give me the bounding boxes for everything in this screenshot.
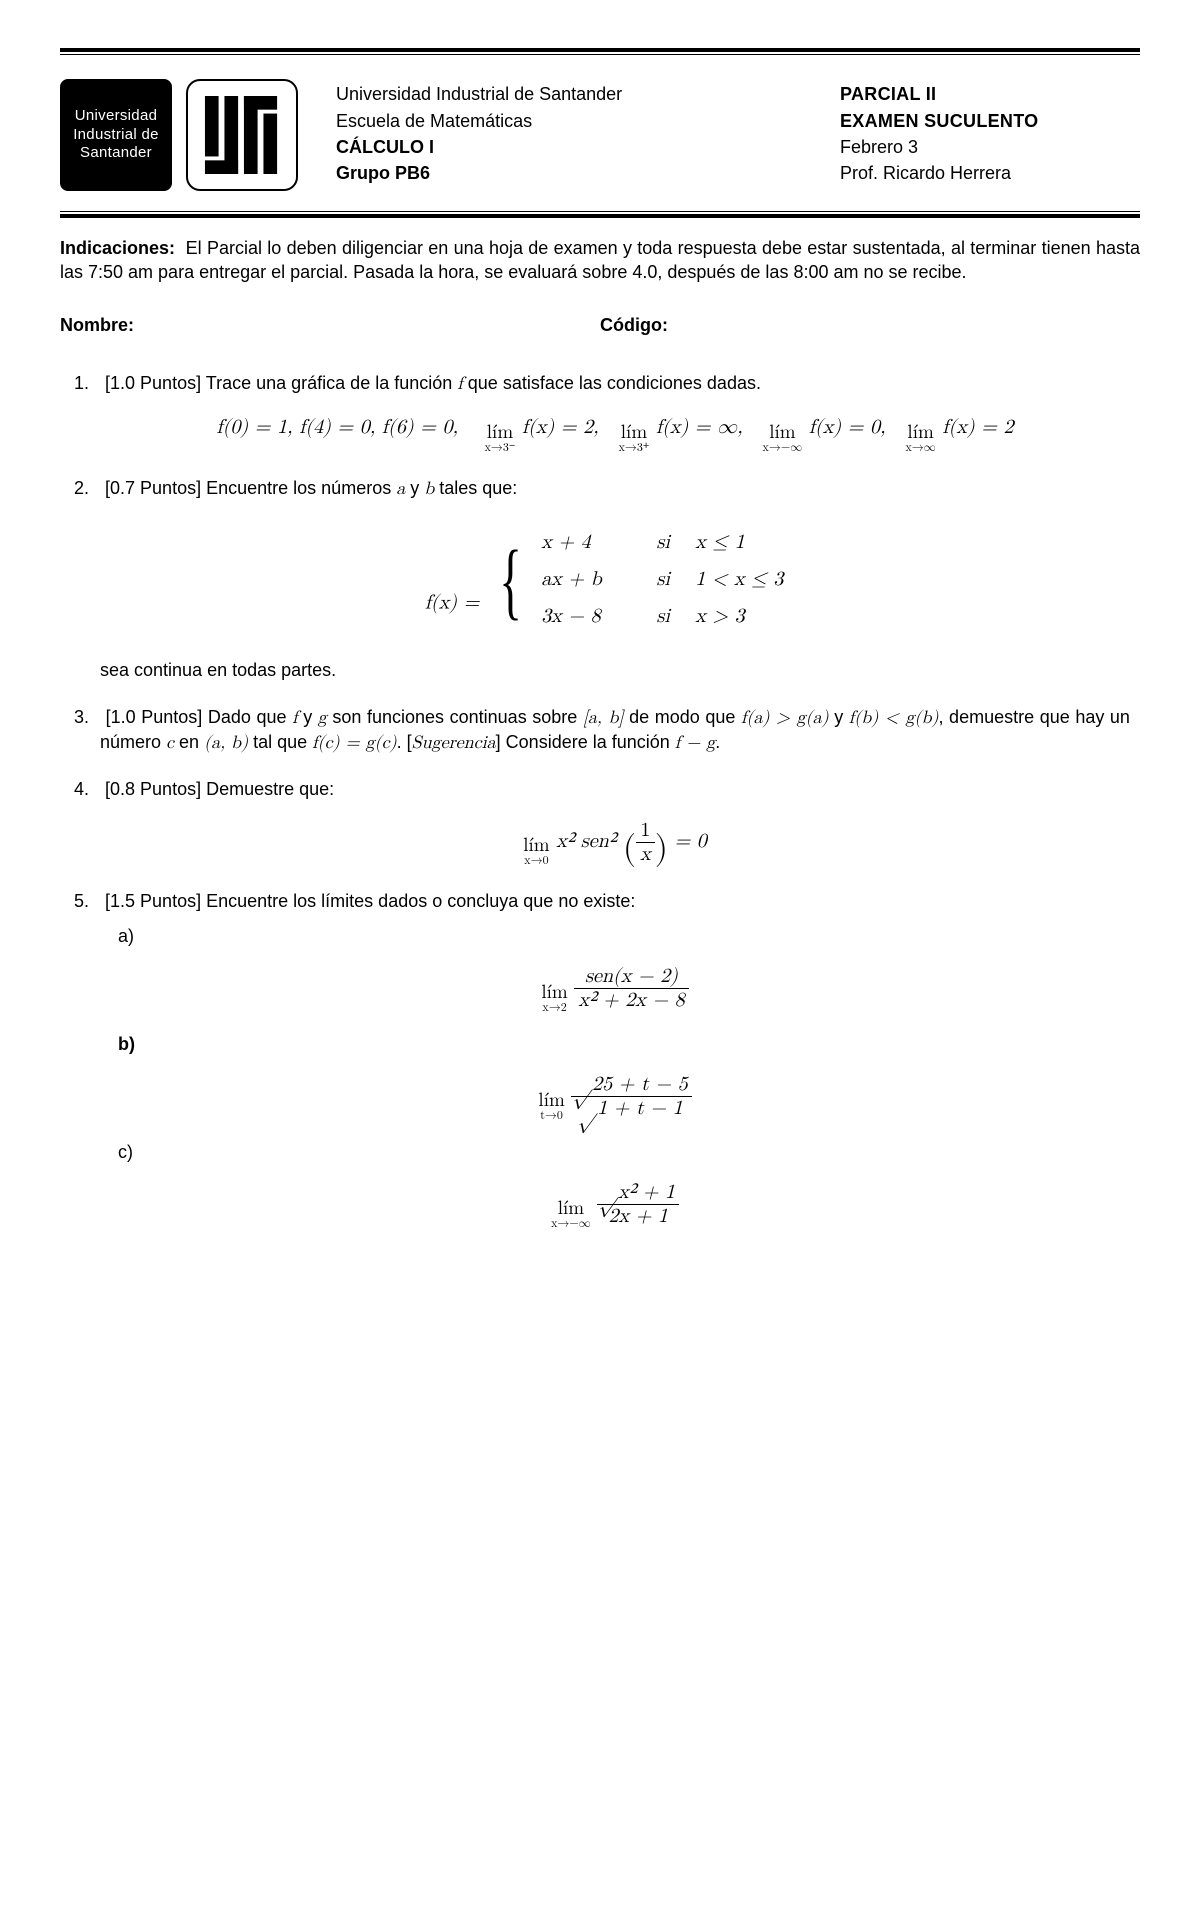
header-course: CÁLCULO I bbox=[336, 135, 814, 159]
problems-list: 1. [1.0 Puntos] Trace una gráfica de la … bbox=[60, 371, 1140, 1230]
instructions-lead: Indicaciones: bbox=[60, 238, 175, 258]
problem-3-number: 3. bbox=[74, 705, 100, 729]
p1-seg1: f(0) = 1, f(4) = 0, f(6) = 0, bbox=[216, 417, 458, 437]
problem-1-number: 1. bbox=[74, 371, 100, 395]
p4-tail: = 0 bbox=[675, 830, 707, 850]
header-exam-1: PARCIAL II bbox=[840, 82, 1140, 106]
p5-c-eq: límx→−∞ √x² + 1 2x + 1 bbox=[100, 1182, 1130, 1230]
badge-line2: Industrial de bbox=[73, 126, 159, 145]
p1-lim1: límx→3⁻ bbox=[485, 423, 516, 454]
uis-logo bbox=[186, 79, 298, 191]
problem-4: 4. [0.8 Puntos] Demuestre que: límx→0 x²… bbox=[100, 777, 1140, 867]
p5-c-label: c) bbox=[100, 1140, 1130, 1164]
student-form: Nombre: Código: bbox=[60, 313, 1140, 337]
header-school: Escuela de Matemáticas bbox=[336, 109, 814, 133]
problem-5-points: [1.5 Puntos] bbox=[105, 891, 201, 911]
uis-logo-svg bbox=[203, 94, 281, 176]
problem-2-piecewise: f(x) = { x + 4 si x ≤ 1 ax + b si 1 < x … bbox=[100, 519, 1130, 640]
problem-4-equation: límx→0 x² sen² (1x) = 0 bbox=[100, 820, 1130, 868]
code-label: Código: bbox=[600, 313, 1140, 337]
problem-1-points: [1.0 Puntos] bbox=[105, 373, 201, 393]
p1-lim4-body: f(x) = 2 bbox=[942, 417, 1013, 437]
p1-lim4: límx→∞ bbox=[905, 423, 935, 454]
mid-rule-thick bbox=[60, 214, 1140, 218]
problem-1-equation: f(0) = 1, f(4) = 0, f(6) = 0, límx→3⁻ f(… bbox=[100, 414, 1130, 454]
problem-2: 2. [0.7 Puntos] Encuentre los números a … bbox=[100, 476, 1140, 683]
name-label: Nombre: bbox=[60, 313, 600, 337]
left-brace-icon: { bbox=[499, 550, 522, 610]
p4-body: x² sen² bbox=[556, 830, 616, 850]
problem-2-number: 2. bbox=[74, 476, 100, 500]
header-group: Grupo PB6 bbox=[336, 161, 814, 185]
problem-1: 1. [1.0 Puntos] Trace una gráfica de la … bbox=[100, 371, 1140, 454]
top-rule-thin bbox=[60, 54, 1140, 55]
header: Universidad Industrial de Santander Univ… bbox=[60, 69, 1140, 197]
p1-lim3-body: f(x) = 0, bbox=[809, 417, 886, 437]
header-right: PARCIAL II EXAMEN SUCULENTO Febrero 3 Pr… bbox=[840, 79, 1140, 191]
p1-lim2: límx→3⁺ bbox=[619, 423, 650, 454]
problem-2-text-a: Encuentre los números a y b tales que: bbox=[206, 478, 517, 498]
p5-b-label: b) bbox=[100, 1032, 1130, 1056]
instructions: Indicaciones: El Parcial lo deben dilige… bbox=[60, 236, 1140, 285]
problem-2-text-b: sea continua en todas partes. bbox=[100, 658, 1130, 682]
problem-2-points: [0.7 Puntos] bbox=[105, 478, 201, 498]
header-date: Febrero 3 bbox=[840, 135, 1140, 159]
p2-row-2: ax + b si 1 < x ≤ 3 bbox=[541, 566, 805, 593]
problem-3-text: Dado que f y g son funciones continuas s… bbox=[100, 707, 1130, 752]
p2-fx: f(x) = bbox=[425, 593, 479, 613]
mid-rule-thin bbox=[60, 211, 1140, 212]
header-exam-2: EXAMEN SUCULENTO bbox=[840, 109, 1140, 133]
problem-4-points: [0.8 Puntos] bbox=[105, 779, 201, 799]
p2-row-3: 3x − 8 si x > 3 bbox=[541, 603, 805, 630]
p1-lim2-body: f(x) = ∞, bbox=[656, 417, 743, 437]
problem-3: 3. [1.0 Puntos] Dado que f y g son funci… bbox=[100, 705, 1140, 756]
badge-line1: Universidad bbox=[75, 107, 158, 126]
problem-3-points: [1.0 Puntos] bbox=[106, 707, 203, 727]
p5-a-label: a) bbox=[100, 924, 1130, 948]
top-rule-thick bbox=[60, 48, 1140, 52]
header-univ: Universidad Industrial de Santander bbox=[336, 82, 814, 106]
p5-b-eq: límt→0 √25 + t − 5 √1 + t − 1 bbox=[100, 1074, 1130, 1122]
problem-5: 5. [1.5 Puntos] Encuentre los límites da… bbox=[100, 889, 1140, 1230]
instructions-body: El Parcial lo deben diligenciar en una h… bbox=[60, 238, 1140, 282]
university-badge: Universidad Industrial de Santander bbox=[60, 79, 172, 191]
p2-row-1: x + 4 si x ≤ 1 bbox=[541, 529, 805, 556]
badge-line3: Santander bbox=[80, 144, 152, 163]
p5-a-eq: límx→2 sen(x − 2) x² + 2x − 8 bbox=[100, 966, 1130, 1014]
problem-5-text: Encuentre los límites dados o concluya q… bbox=[206, 891, 635, 911]
header-center: Universidad Industrial de Santander Escu… bbox=[312, 79, 826, 191]
header-prof: Prof. Ricardo Herrera bbox=[840, 161, 1140, 185]
p1-lim1-body: f(x) = 2, bbox=[522, 417, 599, 437]
problem-1-text: Trace una gráfica de la función f que sa… bbox=[206, 373, 761, 393]
p1-lim3: límx→−∞ bbox=[763, 423, 803, 454]
problem-4-number: 4. bbox=[74, 777, 100, 801]
problem-4-text: Demuestre que: bbox=[206, 779, 334, 799]
problem-5-number: 5. bbox=[74, 889, 100, 913]
